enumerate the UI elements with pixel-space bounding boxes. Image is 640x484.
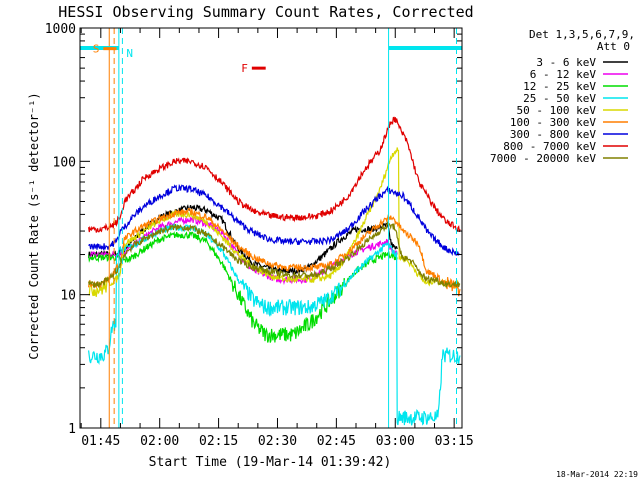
chart-title: HESSI Observing Summary Count Rates, Cor… xyxy=(58,3,473,21)
series-line-8 xyxy=(88,220,461,289)
series-line-6 xyxy=(88,183,461,257)
x-tick-label: 01:45 xyxy=(81,434,120,449)
legend-label: 6 - 12 keV xyxy=(530,68,597,81)
y-axis-label: Corrected Count Rate (s⁻¹ detector⁻¹) xyxy=(27,92,41,359)
legend-label: 300 - 800 keV xyxy=(510,128,596,141)
legend-label: 50 - 100 keV xyxy=(517,104,597,117)
legend-header-line-2: Att 0 xyxy=(597,40,630,53)
legend-header-line-1: Det 1,3,5,6,7,9, xyxy=(529,28,635,41)
plot-frame xyxy=(79,27,463,429)
legend-label: 7000 - 20000 keV xyxy=(490,152,596,165)
legend-label: 100 - 300 keV xyxy=(510,116,596,129)
series-line-4 xyxy=(88,147,461,297)
series-group xyxy=(88,116,461,426)
series-line-3 xyxy=(88,222,461,426)
legend-label: 25 - 50 keV xyxy=(523,92,596,105)
series-line-5 xyxy=(88,207,461,297)
x-tick-label: 03:15 xyxy=(435,434,474,449)
plot-area: 1 10 100 1000 01:45 02:00 02:15 02:30 02:45 03:00… xyxy=(45,22,474,449)
x-tick-label: 02:45 xyxy=(317,434,356,449)
y-tick-label: 1 xyxy=(68,422,76,437)
annotation-label-2: F xyxy=(241,62,248,75)
y-tick-label: 1000 xyxy=(45,22,76,37)
annotation-label-1: N xyxy=(126,47,133,60)
x-tick-label: 02:00 xyxy=(140,434,179,449)
series-line-7 xyxy=(88,116,461,233)
y-tick-label: 10 xyxy=(60,289,76,304)
x-axis-label: Start Time (19-Mar-14 01:39:42) xyxy=(149,455,392,470)
generation-timestamp: 18-Mar-2014 22:19 xyxy=(556,470,638,479)
x-tick-label: 03:00 xyxy=(376,434,415,449)
y-tick-label: 100 xyxy=(53,155,76,170)
legend-label: 3 - 6 keV xyxy=(536,56,596,69)
x-tick-label: 02:30 xyxy=(258,434,297,449)
x-tick-label: 02:15 xyxy=(199,434,238,449)
legend-label: 12 - 25 keV xyxy=(523,80,596,93)
legend-label: 800 - 7000 keV xyxy=(503,140,596,153)
annotation-label-0: S xyxy=(93,43,100,56)
